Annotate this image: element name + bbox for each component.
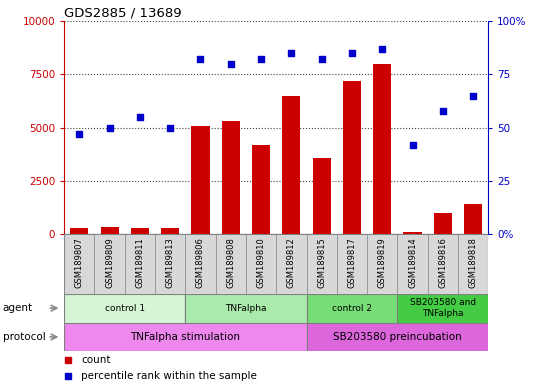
Bar xyxy=(94,234,125,294)
Text: GSM189809: GSM189809 xyxy=(105,237,114,288)
Bar xyxy=(215,234,246,294)
Bar xyxy=(397,294,488,323)
Text: GSM189812: GSM189812 xyxy=(287,237,296,288)
Bar xyxy=(337,234,367,294)
Text: control 2: control 2 xyxy=(332,304,372,313)
Bar xyxy=(434,213,452,234)
Text: GSM189811: GSM189811 xyxy=(136,237,145,288)
Point xyxy=(105,125,114,131)
Bar xyxy=(100,227,119,234)
Bar xyxy=(403,232,422,234)
Text: percentile rank within the sample: percentile rank within the sample xyxy=(81,371,257,381)
Point xyxy=(257,56,266,63)
Bar xyxy=(161,228,179,234)
Bar xyxy=(191,126,210,234)
Text: GSM189813: GSM189813 xyxy=(166,237,175,288)
Bar xyxy=(70,228,88,234)
Bar xyxy=(343,81,361,234)
Text: TNFalpha: TNFalpha xyxy=(225,304,267,313)
Text: SB203580 preincubation: SB203580 preincubation xyxy=(333,332,462,342)
Text: GSM189810: GSM189810 xyxy=(257,237,266,288)
Bar xyxy=(125,234,155,294)
Text: TNFalpha stimulation: TNFalpha stimulation xyxy=(131,332,240,342)
Point xyxy=(469,93,478,99)
Point xyxy=(408,142,417,148)
Point xyxy=(227,61,235,67)
Bar xyxy=(397,234,427,294)
Point xyxy=(317,56,326,63)
Bar xyxy=(276,234,306,294)
Bar xyxy=(246,234,276,294)
Point xyxy=(196,56,205,63)
Bar xyxy=(64,323,306,351)
Text: GSM189807: GSM189807 xyxy=(75,237,84,288)
Text: GSM189819: GSM189819 xyxy=(378,237,387,288)
Text: GSM189806: GSM189806 xyxy=(196,237,205,288)
Bar xyxy=(306,234,337,294)
Bar xyxy=(306,323,488,351)
Point xyxy=(348,50,357,56)
Point xyxy=(439,108,448,114)
Text: GSM189818: GSM189818 xyxy=(469,237,478,288)
Bar xyxy=(458,234,488,294)
Bar xyxy=(222,121,240,234)
Point xyxy=(378,46,387,52)
Text: GDS2885 / 13689: GDS2885 / 13689 xyxy=(64,7,182,20)
Bar xyxy=(367,234,397,294)
Text: GSM189814: GSM189814 xyxy=(408,237,417,288)
Bar xyxy=(252,145,270,234)
Bar xyxy=(64,234,94,294)
Point xyxy=(166,125,175,131)
Bar xyxy=(373,64,391,234)
Bar xyxy=(464,204,482,234)
Bar xyxy=(312,157,331,234)
Bar xyxy=(185,294,306,323)
Bar xyxy=(185,234,215,294)
Point xyxy=(287,50,296,56)
Bar xyxy=(427,234,458,294)
Text: control 1: control 1 xyxy=(105,304,145,313)
Text: GSM189815: GSM189815 xyxy=(317,237,326,288)
Bar xyxy=(282,96,300,234)
Bar xyxy=(131,228,149,234)
Text: GSM189816: GSM189816 xyxy=(439,237,448,288)
Point xyxy=(136,114,145,120)
Bar xyxy=(306,294,397,323)
Bar xyxy=(155,234,185,294)
Text: SB203580 and
TNFalpha: SB203580 and TNFalpha xyxy=(410,298,476,318)
Point xyxy=(75,131,84,137)
Text: agent: agent xyxy=(3,303,33,313)
Bar xyxy=(64,294,185,323)
Text: count: count xyxy=(81,356,110,366)
Text: protocol: protocol xyxy=(3,332,46,342)
Text: GSM189817: GSM189817 xyxy=(348,237,357,288)
Text: GSM189808: GSM189808 xyxy=(227,237,235,288)
